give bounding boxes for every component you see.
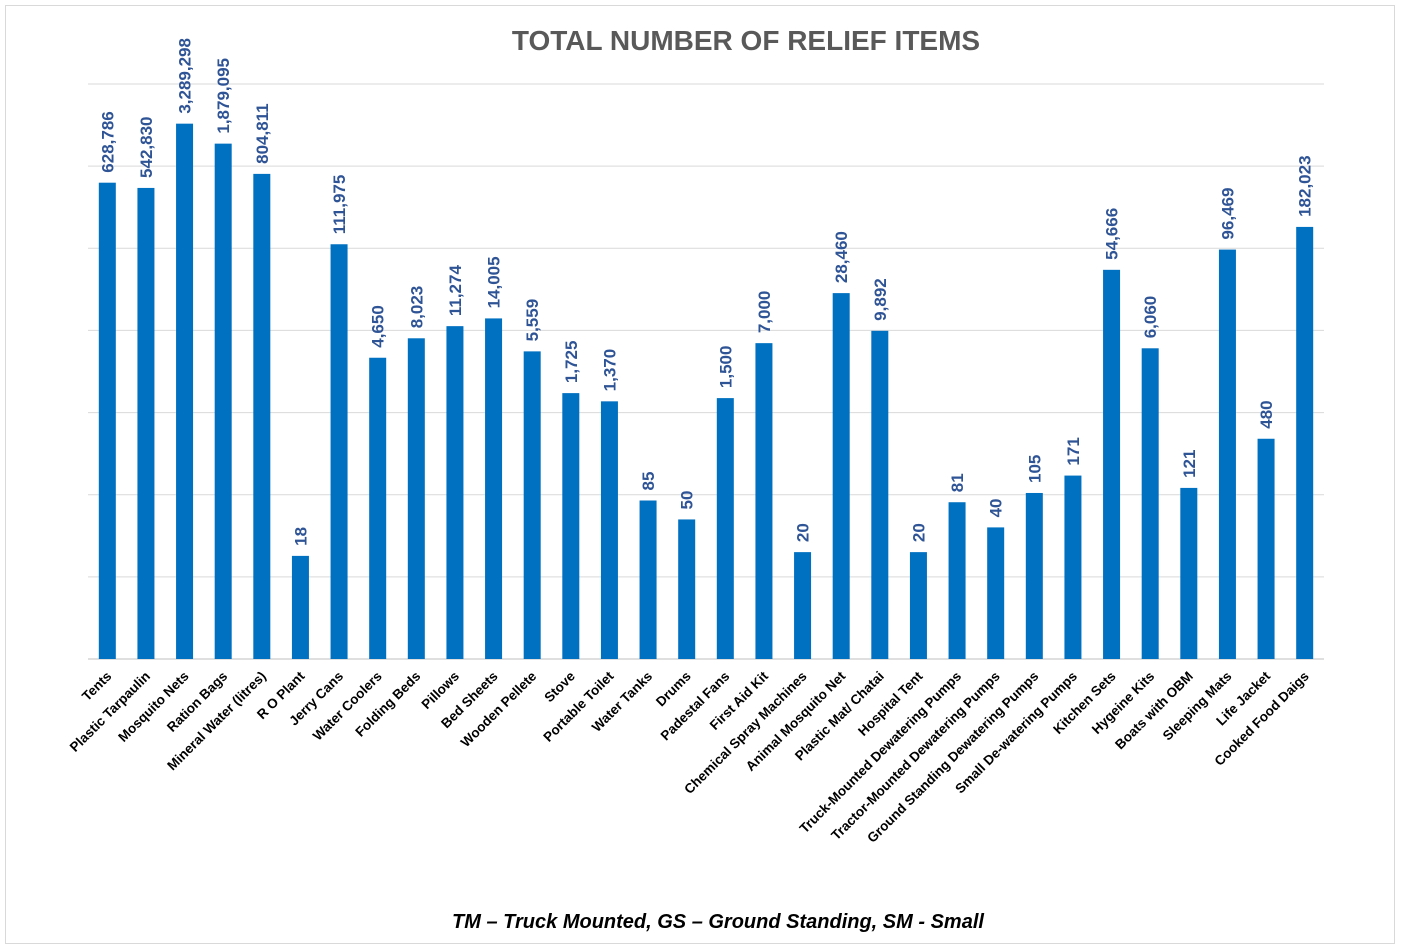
bar [1103, 269, 1121, 659]
category-tick-label: Padestal Fans [658, 669, 733, 744]
data-label: 480 [1257, 400, 1276, 428]
category-tick-label: Tents [79, 669, 114, 704]
bar [1218, 249, 1236, 659]
data-label: 8,023 [407, 286, 426, 329]
data-label: 96,469 [1218, 188, 1237, 240]
bar [987, 527, 1005, 659]
data-label: 1,500 [716, 346, 735, 389]
data-label: 804,811 [253, 103, 272, 164]
data-label: 1,370 [600, 349, 619, 392]
data-label: 81 [948, 473, 967, 492]
bar [871, 330, 889, 659]
data-label: 4,650 [369, 305, 388, 348]
data-label: 18 [291, 527, 310, 546]
bar [1180, 487, 1198, 659]
data-label: 171 [1064, 437, 1083, 465]
bar [176, 123, 194, 660]
bar [407, 338, 425, 659]
bar [137, 187, 155, 659]
bar [832, 293, 850, 659]
data-label: 1,879,095 [214, 58, 233, 134]
data-label: 14,005 [485, 256, 504, 308]
data-label: 54,666 [1103, 208, 1122, 260]
data-label: 1,725 [562, 341, 581, 384]
footnote: TM – Truck Mounted, GS – Ground Standing… [452, 911, 984, 933]
bar [291, 555, 309, 659]
bar [369, 357, 387, 659]
bar [1257, 438, 1275, 659]
bar [1296, 226, 1314, 659]
bar [794, 552, 812, 659]
bar [253, 173, 271, 659]
bar [98, 182, 116, 660]
bar [446, 326, 464, 659]
bar [485, 318, 503, 659]
bar [1064, 475, 1082, 659]
data-label: 28,460 [832, 231, 851, 283]
data-label: 5,559 [523, 299, 542, 342]
bar [909, 552, 927, 659]
data-label: 121 [1180, 450, 1199, 478]
bar [1025, 492, 1043, 659]
data-label: 11,274 [446, 265, 465, 317]
category-tick-label: Water Coolers [310, 669, 385, 744]
bar [523, 351, 541, 659]
data-label: 20 [794, 523, 813, 542]
data-labels: 628,786 542,830 3,289,298 1,879,095 804,811 1… [98, 38, 1314, 546]
bars [98, 123, 1314, 660]
data-label: 6,060 [1141, 296, 1160, 339]
bar [948, 502, 966, 659]
bar [678, 519, 696, 659]
gridlines [88, 83, 1324, 660]
data-label: 628,786 [98, 111, 117, 172]
bar [716, 398, 734, 659]
data-label: 40 [987, 498, 1006, 517]
bar [639, 500, 657, 659]
data-label: 105 [1025, 455, 1044, 483]
data-label: 182,023 [1296, 155, 1315, 216]
chart-frame: TOTAL NUMBER OF RELIEF ITEMS 628,786 542,… [5, 5, 1395, 944]
data-label: 9,892 [871, 278, 890, 321]
data-label: 85 [639, 472, 658, 491]
bar [330, 244, 348, 659]
data-label: 3,289,298 [176, 38, 195, 114]
bar [562, 393, 580, 659]
data-label: 7,000 [755, 291, 774, 334]
category-tick-label: Stove [541, 668, 578, 705]
bar [214, 143, 232, 660]
chart-canvas: TOTAL NUMBER OF RELIEF ITEMS 628,786 542,… [67, 25, 1324, 933]
bar [1141, 348, 1159, 659]
category-tick-label: Sleeping Mats [1160, 669, 1235, 744]
data-label: 111,975 [330, 175, 349, 235]
bar [600, 401, 618, 659]
data-label: 20 [909, 523, 928, 542]
data-label: 542,830 [137, 116, 156, 177]
data-label: 50 [678, 491, 697, 510]
bar [755, 343, 773, 659]
chart-title: TOTAL NUMBER OF RELIEF ITEMS [512, 25, 980, 56]
